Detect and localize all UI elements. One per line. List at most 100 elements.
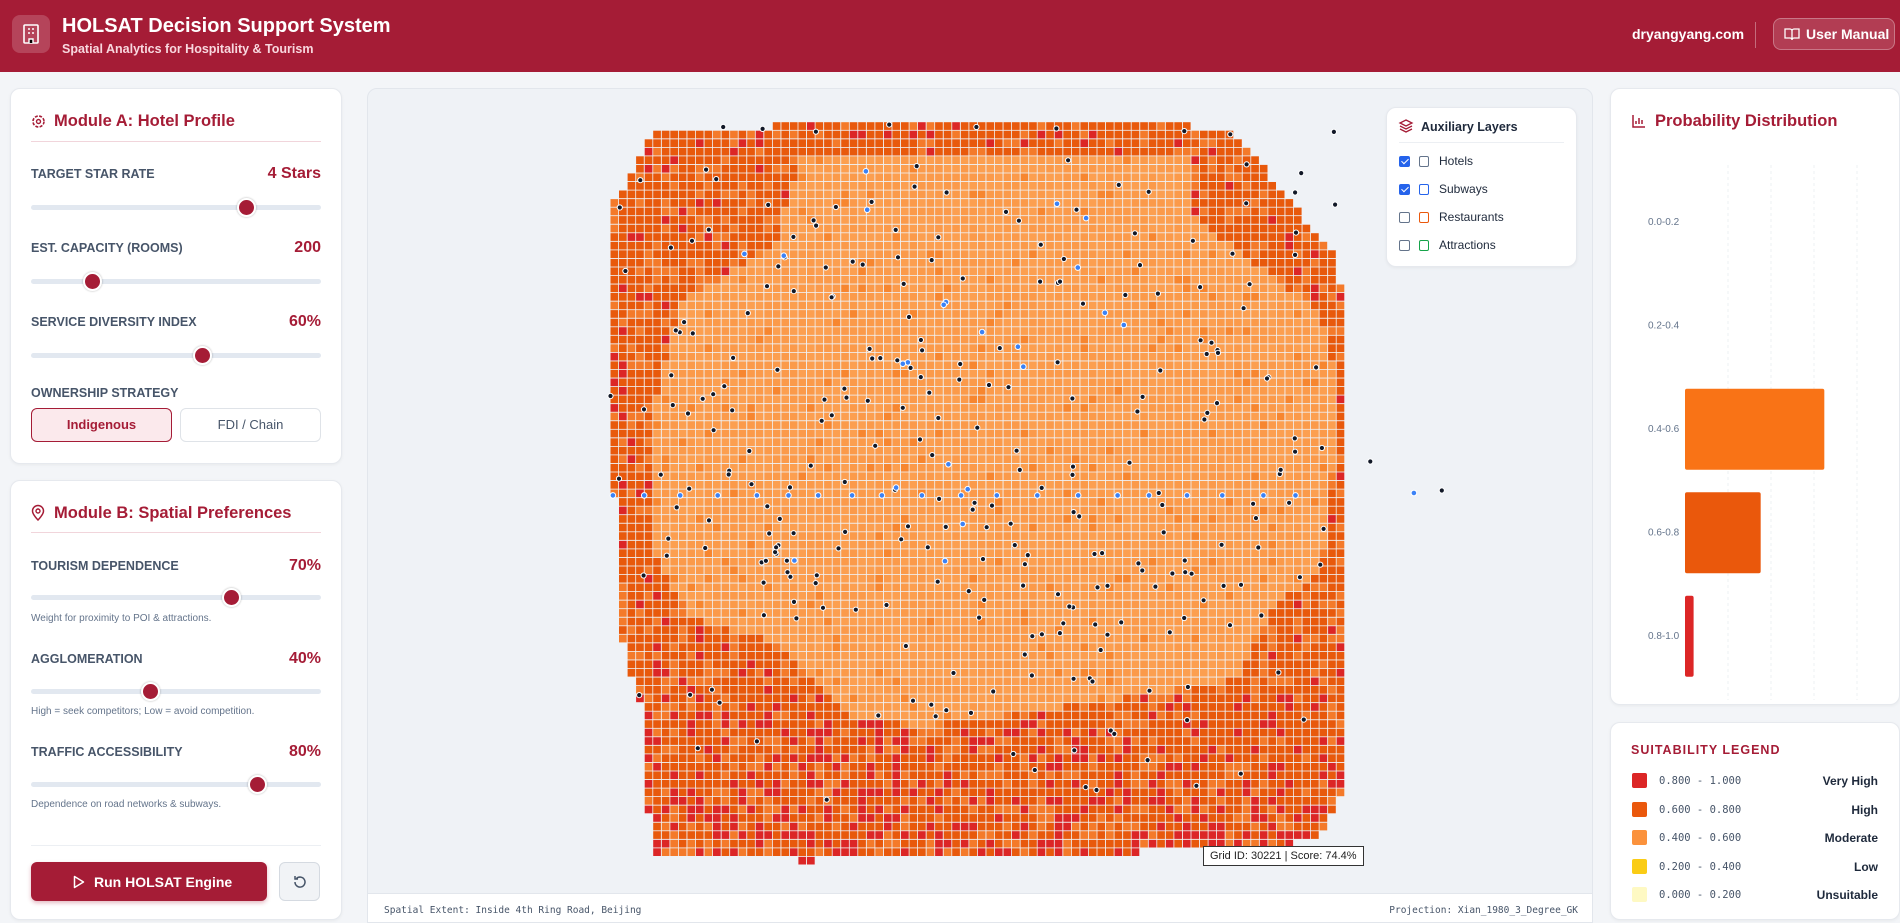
grid-cell	[866, 720, 875, 728]
grid-cell	[1029, 369, 1037, 378]
grid-cell	[1097, 327, 1106, 335]
grid-cell	[772, 267, 781, 276]
grid-cell	[781, 805, 790, 814]
slider-thumb[interactable]	[140, 682, 160, 701]
slider[interactable]	[31, 272, 321, 291]
grid-cell	[1012, 762, 1020, 771]
grid-cell	[994, 754, 1003, 762]
grid-cell	[892, 395, 901, 404]
grid-cell	[1080, 498, 1089, 506]
grid-cell	[926, 164, 935, 173]
grid-cell	[849, 387, 858, 395]
grid-cell	[772, 455, 781, 463]
grid-cell	[892, 318, 901, 327]
grid-cell	[1020, 224, 1029, 233]
grid-cell	[670, 139, 678, 147]
grid-cell	[636, 361, 644, 370]
grid-cell	[1003, 651, 1012, 660]
grid-cell	[644, 515, 653, 523]
grid-cell	[1088, 745, 1097, 754]
grid-cell	[849, 267, 858, 276]
map[interactable]	[368, 89, 1593, 893]
grid-cell	[653, 404, 661, 412]
grid-cell	[755, 634, 764, 643]
grid-cell	[627, 404, 636, 412]
option-button[interactable]: Indigenous	[31, 408, 172, 442]
grid-cell	[747, 549, 755, 557]
grid-cell	[1046, 404, 1054, 412]
grid-cell	[986, 250, 995, 258]
grid-cell	[721, 737, 730, 745]
grid-cell	[636, 275, 644, 284]
grid-cell	[661, 814, 670, 822]
slider[interactable]	[31, 346, 321, 365]
grid-cell	[661, 190, 670, 199]
grid-cell	[1080, 284, 1089, 293]
grid-cell	[678, 515, 687, 523]
grid-cell	[678, 498, 687, 506]
option-button[interactable]: FDI / Chain	[180, 408, 321, 442]
grid-cell	[807, 164, 815, 173]
grid-cell	[1106, 344, 1114, 352]
grid-cell	[883, 207, 892, 216]
grid-cell	[661, 446, 670, 455]
grid-cell	[636, 634, 644, 643]
slider[interactable]	[31, 775, 321, 794]
grid-cell	[943, 540, 952, 549]
grid-cell	[1080, 549, 1089, 557]
grid-cell	[883, 130, 892, 139]
grid-cell	[994, 241, 1003, 250]
grid-cell	[755, 600, 764, 609]
slider[interactable]	[31, 682, 321, 701]
grid-cell	[1063, 805, 1071, 814]
grid-cell	[994, 788, 1003, 797]
slider-thumb[interactable]	[82, 272, 102, 291]
slider-thumb[interactable]	[222, 588, 242, 607]
grid-cell	[713, 446, 721, 455]
grid-cell	[901, 711, 909, 720]
grid-cell	[1037, 173, 1046, 182]
grid-cell	[687, 164, 696, 173]
grid-cell	[824, 839, 832, 848]
slider-thumb[interactable]	[193, 346, 213, 365]
grid-cell	[764, 694, 772, 703]
grid-cell	[960, 839, 969, 848]
grid-cell	[1003, 839, 1012, 848]
grid-cell	[994, 250, 1003, 258]
grid-cell	[832, 788, 841, 797]
grid-cell	[1063, 523, 1071, 532]
grid-cell	[926, 677, 935, 686]
slider[interactable]	[31, 588, 321, 607]
grid-cell	[986, 455, 995, 463]
run-button[interactable]: Run HOLSAT Engine	[31, 862, 267, 901]
slider-thumb[interactable]	[236, 198, 256, 217]
grid-cell	[678, 481, 687, 489]
manual-button[interactable]: User Manual	[1773, 18, 1895, 50]
grid-cell	[909, 557, 918, 566]
grid-cell	[807, 147, 815, 156]
grid-cell	[935, 515, 943, 523]
grid-cell	[875, 686, 883, 694]
grid-cell	[824, 182, 832, 190]
reset-button[interactable]	[279, 862, 320, 901]
grid-cell	[755, 822, 764, 831]
grid-cell	[952, 694, 960, 703]
grid-cell	[883, 216, 892, 224]
grid-cell	[849, 463, 858, 472]
grid-cell	[1020, 677, 1029, 686]
grid-cell	[1106, 130, 1114, 139]
grid-cell	[1071, 318, 1080, 327]
grid-cell	[986, 301, 995, 310]
grid-cell	[909, 455, 918, 463]
grid-cell	[858, 728, 866, 737]
grid-cell	[926, 583, 935, 592]
grid-cell	[747, 258, 755, 267]
grid-cell	[969, 156, 977, 164]
grid-cell	[824, 344, 832, 352]
site-link[interactable]: dryangyang.com	[1632, 26, 1745, 42]
slider[interactable]	[31, 198, 321, 217]
grid-cell	[866, 275, 875, 284]
grid-cell	[653, 532, 661, 540]
slider-thumb[interactable]	[248, 775, 268, 794]
grid-cell	[1020, 523, 1029, 532]
